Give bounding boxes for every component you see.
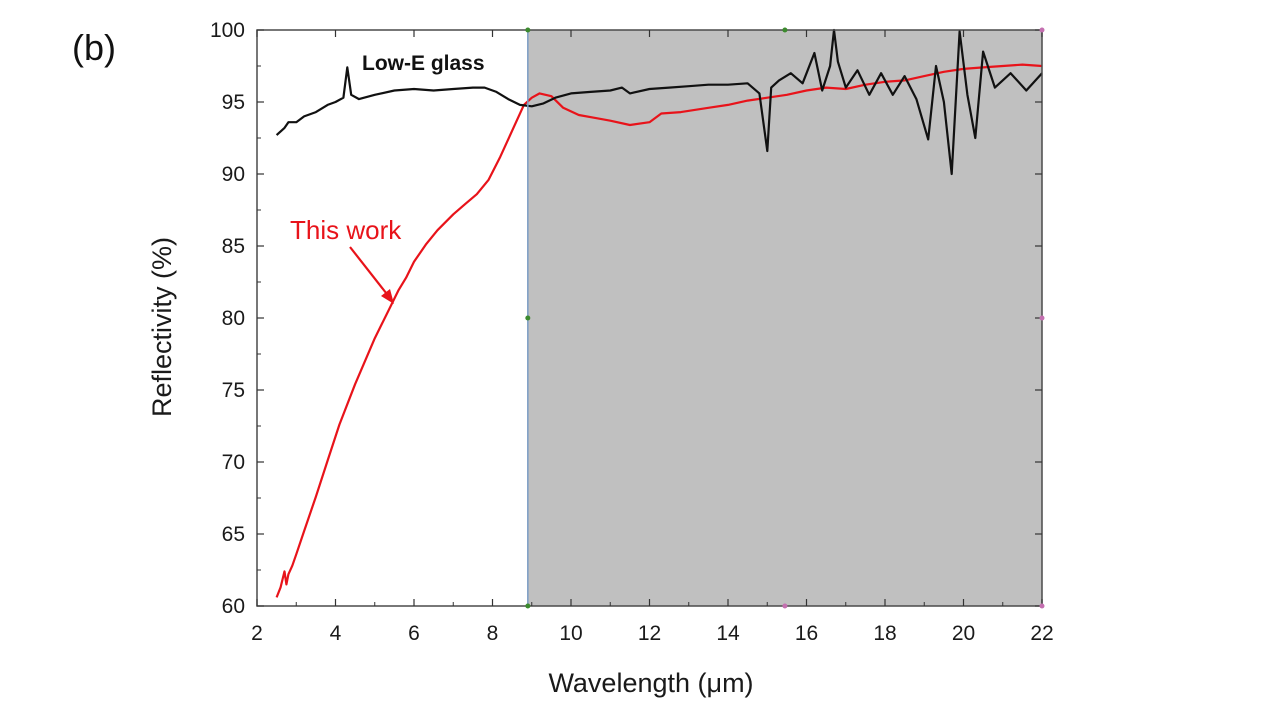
shaded-region: [527, 30, 1042, 606]
curves: [275, 28, 1043, 598]
y-tick-label: 70: [222, 451, 245, 474]
x-tick-label: 12: [638, 622, 661, 645]
low-e-label: Low-E glass: [362, 52, 485, 75]
this-work-label: This work: [290, 215, 402, 245]
x-tick-label: 6: [408, 622, 420, 645]
series-low-e-glass: [275, 28, 1043, 176]
y-tick-label: 75: [222, 379, 245, 402]
x-tick-label: 16: [795, 622, 818, 645]
region-handle[interactable]: [1039, 27, 1045, 33]
region-handle[interactable]: [1039, 603, 1045, 609]
x-axis: 2 4 6 8 10 12 14 16 18 20 22: [251, 30, 1054, 645]
y-tick-label: 65: [222, 523, 245, 546]
region-handle[interactable]: [525, 315, 531, 321]
x-tick-label: 10: [559, 622, 582, 645]
y-tick-label: 80: [222, 307, 245, 330]
arrow-head: [381, 289, 394, 304]
panel-label: (b): [72, 27, 116, 68]
y-axis-title: Reflectivity (%): [147, 237, 177, 417]
series-line: [275, 28, 1043, 176]
y-tick-label: 90: [222, 163, 245, 186]
x-tick-label: 18: [873, 622, 896, 645]
x-tick-label: 20: [952, 622, 975, 645]
y-tick-label: 100: [210, 19, 245, 42]
this-work-arrow: [349, 246, 391, 299]
y-tick-label: 60: [222, 595, 245, 618]
x-tick-label: 8: [487, 622, 499, 645]
region-handle[interactable]: [782, 603, 788, 609]
y-axis: 60 65 70 75 80 85 90 95 100: [210, 19, 1042, 618]
y-tick-label: 85: [222, 235, 245, 258]
x-tick-label: 14: [716, 622, 740, 645]
x-tick-label: 22: [1030, 622, 1053, 645]
x-tick-label: 2: [251, 622, 263, 645]
region-handle[interactable]: [525, 27, 531, 33]
annotations: Low-E glass This work: [290, 27, 1045, 609]
region-handle[interactable]: [782, 27, 788, 33]
y-tick-label: 95: [222, 91, 245, 114]
region-handle[interactable]: [1039, 315, 1045, 321]
region-handle[interactable]: [525, 603, 531, 609]
x-axis-title: Wavelength (μm): [548, 668, 753, 698]
x-tick-label: 4: [330, 622, 342, 645]
